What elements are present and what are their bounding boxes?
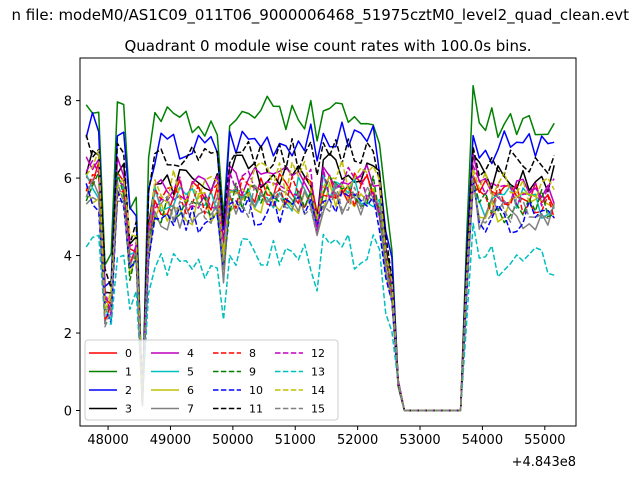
legend-label-4: 4 bbox=[187, 347, 194, 360]
legend-label-1: 1 bbox=[125, 366, 132, 379]
x-tick-label: 48000 bbox=[87, 433, 128, 448]
x-tick-label: 55000 bbox=[524, 433, 565, 448]
x-tick-label: 54000 bbox=[462, 433, 503, 448]
figure-suptitle: n file: modeM0/AS1C09_011T06_9000006468_… bbox=[11, 6, 629, 24]
legend-label-8: 8 bbox=[249, 347, 256, 360]
x-tick-label: 51000 bbox=[275, 433, 316, 448]
legend-label-7: 7 bbox=[187, 403, 194, 416]
series-line-15 bbox=[85, 179, 555, 412]
y-tick-label: 4 bbox=[64, 250, 72, 265]
series-line-14 bbox=[85, 149, 555, 412]
series-line-2 bbox=[85, 111, 555, 412]
legend-label-2: 2 bbox=[125, 384, 132, 397]
y-tick-label: 8 bbox=[64, 95, 72, 110]
legend-label-12: 12 bbox=[311, 347, 325, 360]
legend-label-6: 6 bbox=[187, 384, 194, 397]
chart-title: Quadrant 0 module wise count rates with … bbox=[124, 37, 531, 55]
legend-label-5: 5 bbox=[187, 366, 194, 379]
legend-label-0: 0 bbox=[125, 347, 132, 360]
series-lines bbox=[85, 84, 555, 412]
x-tick-label: 50000 bbox=[212, 433, 253, 448]
y-tick-label: 6 bbox=[64, 172, 72, 187]
legend-label-10: 10 bbox=[249, 384, 263, 397]
x-tick-label: 52000 bbox=[337, 433, 378, 448]
legend-box bbox=[84, 339, 339, 421]
legend-label-14: 14 bbox=[311, 384, 325, 397]
legend-label-13: 13 bbox=[311, 366, 325, 379]
series-line-9 bbox=[85, 171, 555, 412]
series-line-13 bbox=[85, 222, 555, 412]
x-tick-label: 49000 bbox=[150, 433, 191, 448]
y-tick-label: 0 bbox=[64, 405, 72, 420]
series-line-11 bbox=[85, 134, 555, 412]
series-line-10 bbox=[85, 177, 555, 412]
legend-label-15: 15 bbox=[311, 403, 325, 416]
y-axis: 0 2 4 6 8 bbox=[64, 95, 80, 420]
legend-label-9: 9 bbox=[249, 366, 256, 379]
plot-frame bbox=[79, 57, 577, 427]
y-tick-label: 2 bbox=[64, 327, 72, 342]
series-line-1 bbox=[85, 84, 555, 412]
legend-label-11: 11 bbox=[249, 403, 263, 416]
x-tick-label: 53000 bbox=[399, 433, 440, 448]
legend-label-3: 3 bbox=[125, 403, 132, 416]
x-axis: 48000 49000 50000 51000 52000 53000 54000 55000 bbox=[87, 426, 565, 448]
x-offset-label: +4.843e8 bbox=[512, 455, 576, 470]
